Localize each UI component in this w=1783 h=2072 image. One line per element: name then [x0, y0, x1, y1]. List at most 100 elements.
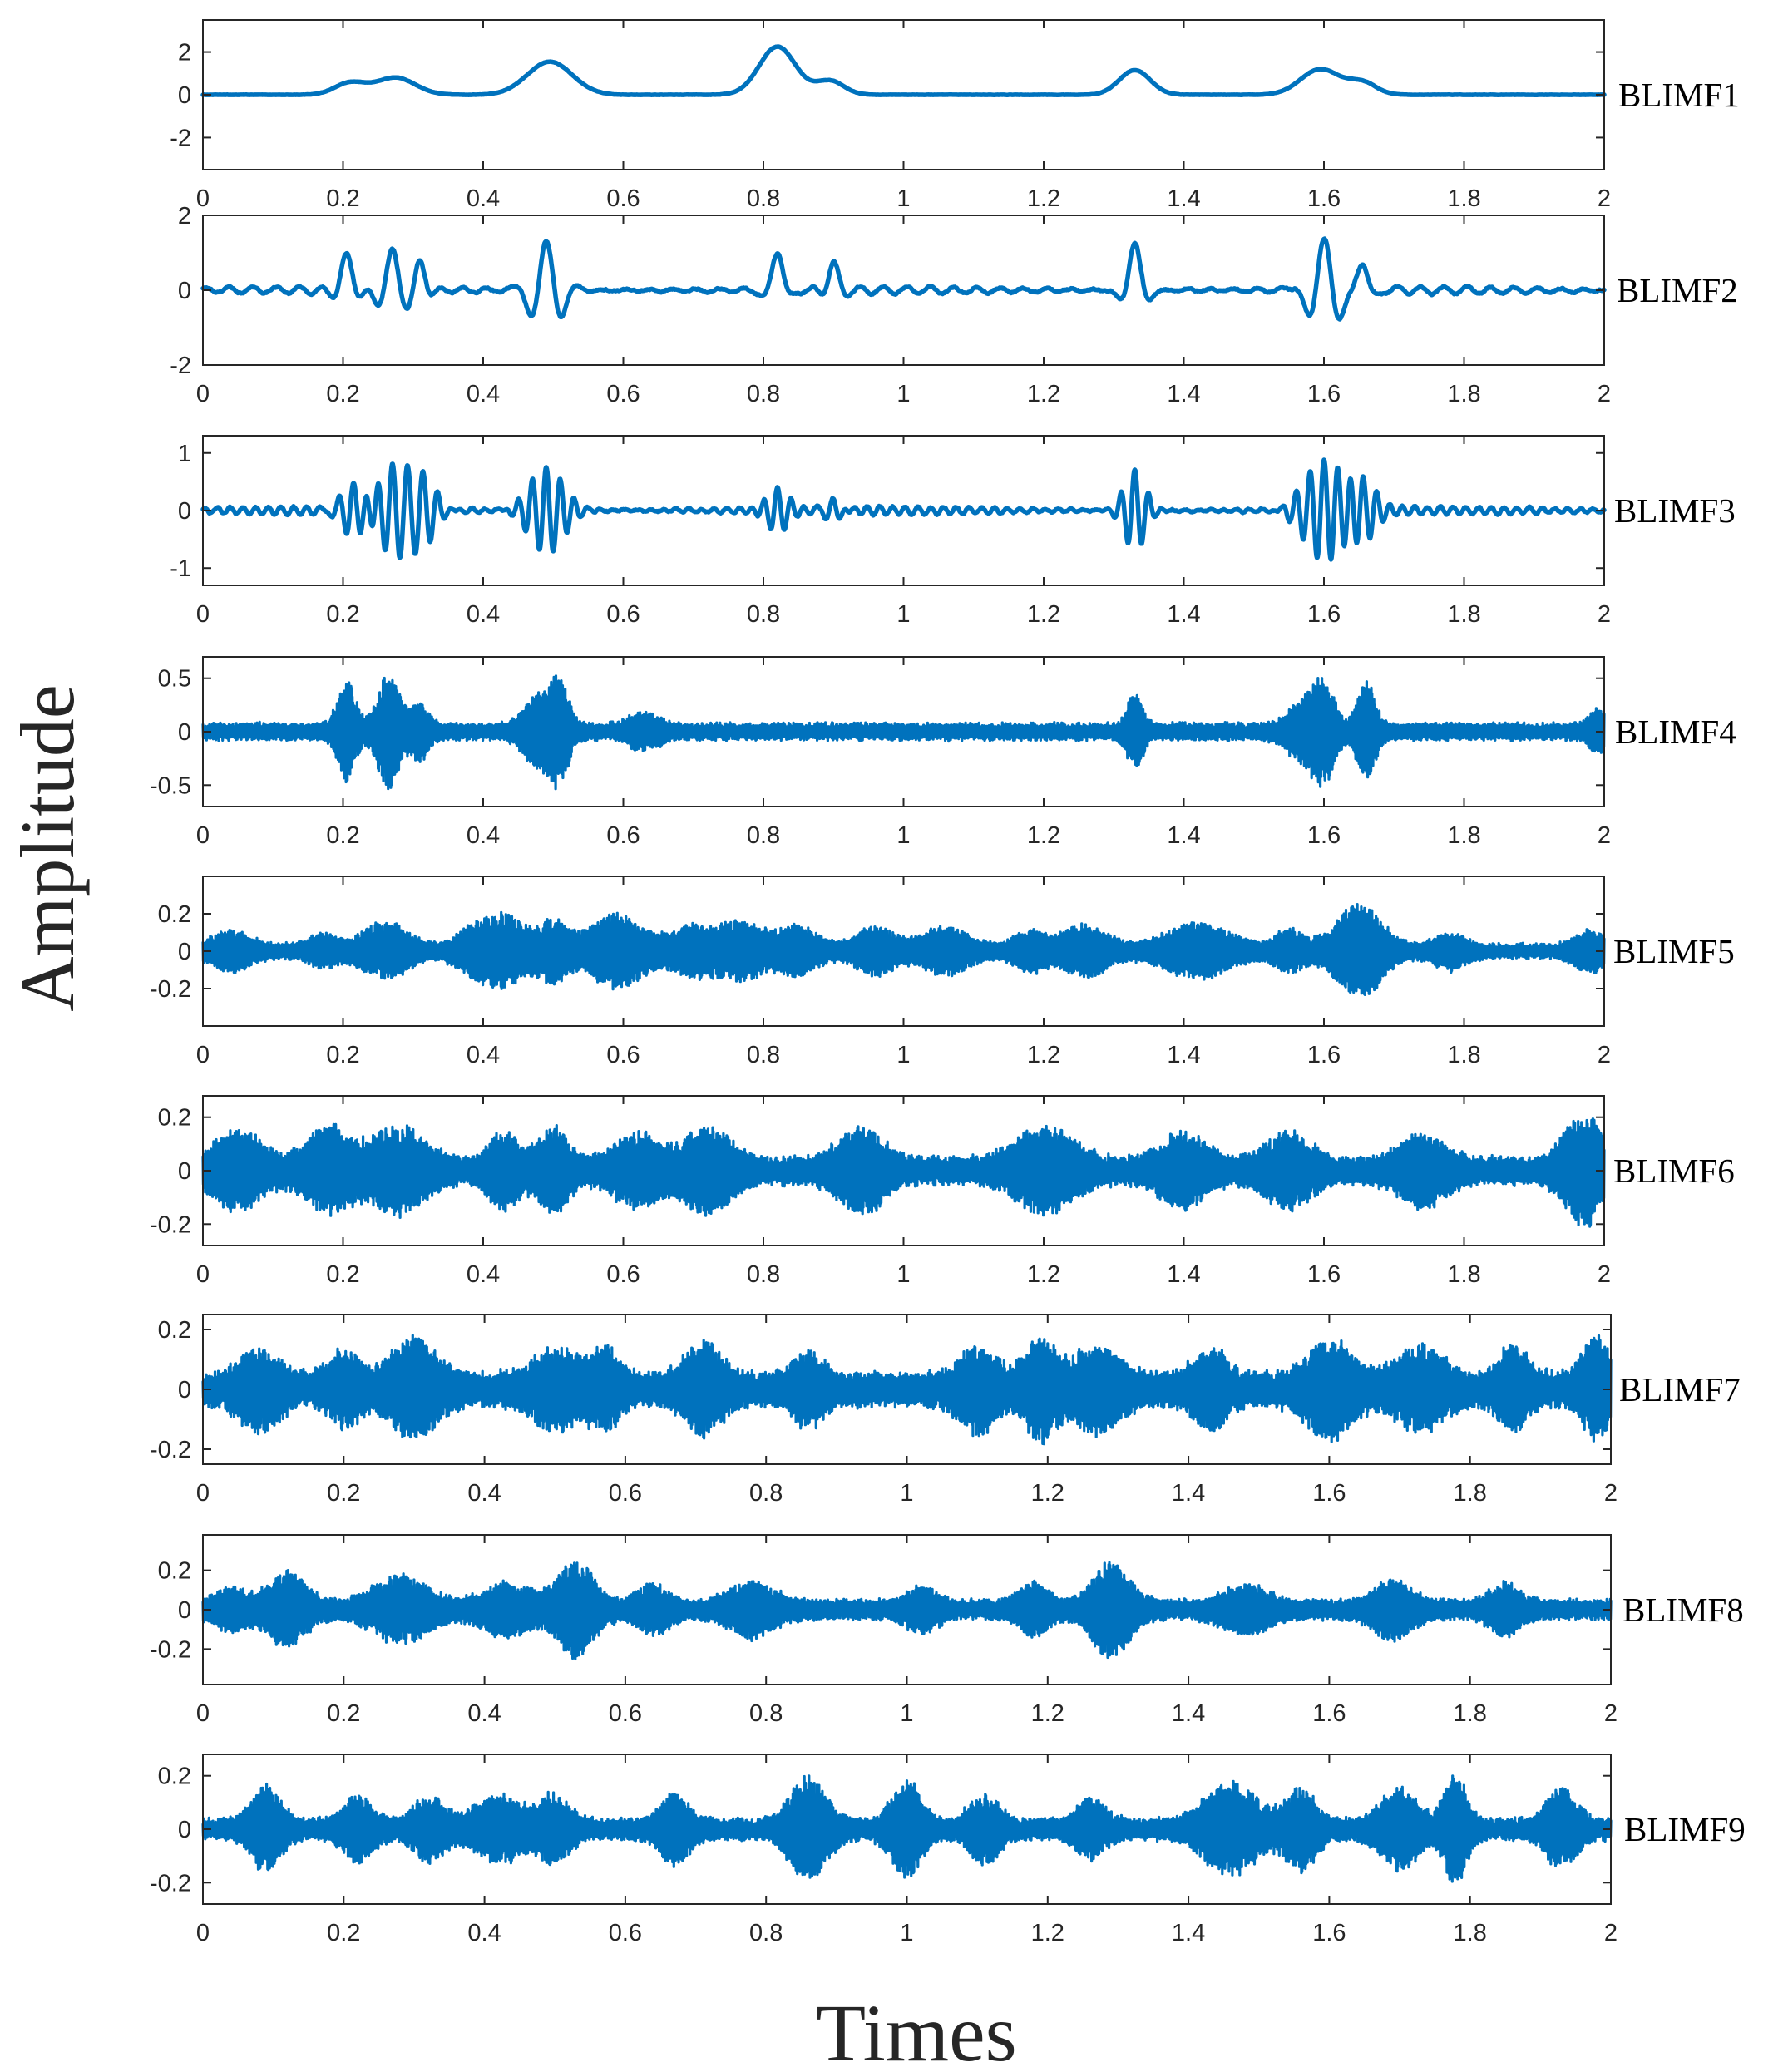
x-tick-label: 0.4	[467, 381, 500, 407]
panel-blimf7: 0 0.2 0.4 0.6 0.8 1 1.2 1.4 1.6 1.8 20.20-0.2BLIMF…	[150, 1314, 1741, 1507]
x-tick-label: 0.6	[606, 1042, 640, 1068]
x-tick-label: 1.8	[1447, 601, 1480, 628]
x-tick-label: 1.8	[1447, 1261, 1480, 1288]
x-tick-label: 1.8	[1447, 185, 1480, 212]
panel-label: BLIMF9	[1624, 1810, 1746, 1848]
x-tick-label: 1.8	[1447, 822, 1480, 849]
y-tick-label: -2	[170, 353, 191, 379]
x-axis-label: Times	[816, 1989, 1017, 2072]
x-tick-label: 1.6	[1307, 1042, 1341, 1068]
y-tick-label: 2	[178, 40, 191, 67]
panel-blimf1: 0 0.2 0.4 0.6 0.8 1 1.2 1.4 1.6 1.8 2 2 0 -2 BLIMF1	[170, 19, 1740, 212]
x-tick-label: 0.2	[327, 1700, 360, 1727]
x-tick-label: 1.6	[1307, 185, 1341, 212]
x-tick-label: 0.8	[747, 601, 780, 628]
x-tick-label: 0.2	[326, 1042, 359, 1068]
x-tick-label: 0.6	[609, 1700, 642, 1727]
x-tick-label: 0.2	[326, 185, 359, 212]
x-tick-label: 0.6	[609, 1480, 642, 1507]
panel-label: BLIMF5	[1613, 932, 1735, 970]
x-tick-label: 0.4	[467, 1261, 500, 1288]
trace-line	[200, 457, 1607, 562]
panel-blimf9: 0 0.2 0.4 0.6 0.8 1 1.2 1.4 1.6 1.8 20.20-0.2BLIMF…	[150, 1754, 1746, 1946]
y-tick-label: 2	[178, 203, 191, 229]
x-tick-label: 1.4	[1167, 822, 1200, 849]
x-tick-label: 1.2	[1031, 1920, 1064, 1946]
x-tick-label: 1	[896, 1261, 910, 1288]
x-tick-label: 2	[1604, 1920, 1618, 1946]
y-tick-label: 0	[178, 939, 191, 965]
panel-label: BLIMF8	[1622, 1591, 1744, 1629]
x-tick-label: 0.2	[326, 1261, 359, 1288]
x-tick-label: 0.8	[747, 822, 780, 849]
x-tick-label: 1.4	[1172, 1700, 1205, 1727]
y-tick-label: 0.2	[158, 1764, 191, 1790]
x-tick-label: 0.6	[606, 822, 640, 849]
y-tick-label: 0	[178, 1817, 191, 1843]
x-tick-label: 0.8	[749, 1700, 783, 1727]
panel-label: BLIMF2	[1617, 271, 1738, 309]
x-tick-label: 0.2	[326, 381, 359, 407]
trace-line	[201, 1117, 1606, 1228]
x-tick-label: 0.8	[747, 381, 780, 407]
y-tick-label: 0.5	[158, 666, 191, 693]
x-tick-label: 1.6	[1312, 1920, 1346, 1946]
x-tick-label: 1.4	[1167, 1042, 1200, 1068]
trace-line	[201, 903, 1606, 996]
y-tick-label: 0	[178, 1597, 191, 1624]
y-axis-label: Amplitude	[5, 684, 90, 1012]
x-tick-label: 2	[1604, 1700, 1618, 1727]
x-tick-label: 1.2	[1027, 1042, 1060, 1068]
x-tick-label: 0.4	[467, 1700, 501, 1727]
panel-label: BLIMF1	[1618, 76, 1740, 114]
y-tick-label: -0.2	[150, 1870, 191, 1897]
x-tick-label: 1.6	[1312, 1700, 1346, 1727]
x-tick-label: 1	[896, 381, 910, 407]
x-tick-label: 0.6	[606, 601, 640, 628]
x-tick-label: 0.4	[467, 1042, 500, 1068]
x-tick-label: 2	[1598, 381, 1611, 407]
y-tick-label: -0.2	[150, 1636, 191, 1663]
x-tick-label: 0	[196, 1261, 210, 1288]
x-tick-label: 1	[896, 1042, 910, 1068]
x-tick-label: 0	[196, 1700, 210, 1727]
panel-label: BLIMF6	[1613, 1152, 1735, 1190]
x-tick-label: 2	[1598, 601, 1611, 628]
y-tick-label: 0	[178, 82, 191, 109]
x-tick-label: 0.6	[609, 1920, 642, 1946]
x-tick-label: 1.4	[1167, 1261, 1200, 1288]
x-tick-label: 2	[1598, 1261, 1611, 1288]
x-tick-label: 1.6	[1312, 1480, 1346, 1507]
x-tick-label: 1.6	[1307, 601, 1341, 628]
x-tick-label: 0.8	[749, 1480, 783, 1507]
y-tick-label: 0.2	[158, 1317, 191, 1344]
trace-line	[201, 674, 1606, 791]
y-tick-label: 0.2	[158, 1558, 191, 1585]
x-tick-label: 0.2	[327, 1480, 360, 1507]
x-tick-label: 1.4	[1172, 1920, 1205, 1946]
x-tick-label: 1	[900, 1920, 913, 1946]
x-tick-label: 1	[900, 1700, 913, 1727]
x-tick-label: 2	[1598, 822, 1611, 849]
x-tick-label: 1.4	[1167, 381, 1200, 407]
y-tick-label: -2	[170, 125, 191, 151]
x-tick-label: 1.2	[1031, 1480, 1064, 1507]
x-tick-label: 2	[1604, 1480, 1618, 1507]
panel-blimf6: 0 0.2 0.4 0.6 0.8 1 1.2 1.4 1.6 1.8 20.20-0.2BLIMF…	[150, 1095, 1735, 1288]
y-tick-label: 0	[178, 1158, 191, 1185]
x-tick-label: 1.8	[1454, 1920, 1487, 1946]
x-tick-label: 1.2	[1027, 185, 1060, 212]
x-tick-label: 0	[196, 1042, 210, 1068]
x-tick-label: 0	[196, 822, 210, 849]
trace-line	[200, 236, 1607, 322]
x-tick-label: 0.8	[747, 1042, 780, 1068]
y-tick-label: 0	[178, 278, 191, 304]
x-tick-label: 1.4	[1167, 601, 1200, 628]
panel-blimf5: 0 0.2 0.4 0.6 0.8 1 1.2 1.4 1.6 1.8 2 0.2 0 -0.2 BLIMF…	[150, 876, 1735, 1068]
x-tick-label: 1	[896, 185, 910, 212]
x-tick-label: 1.2	[1027, 601, 1060, 628]
x-tick-label: 0.8	[747, 185, 780, 212]
